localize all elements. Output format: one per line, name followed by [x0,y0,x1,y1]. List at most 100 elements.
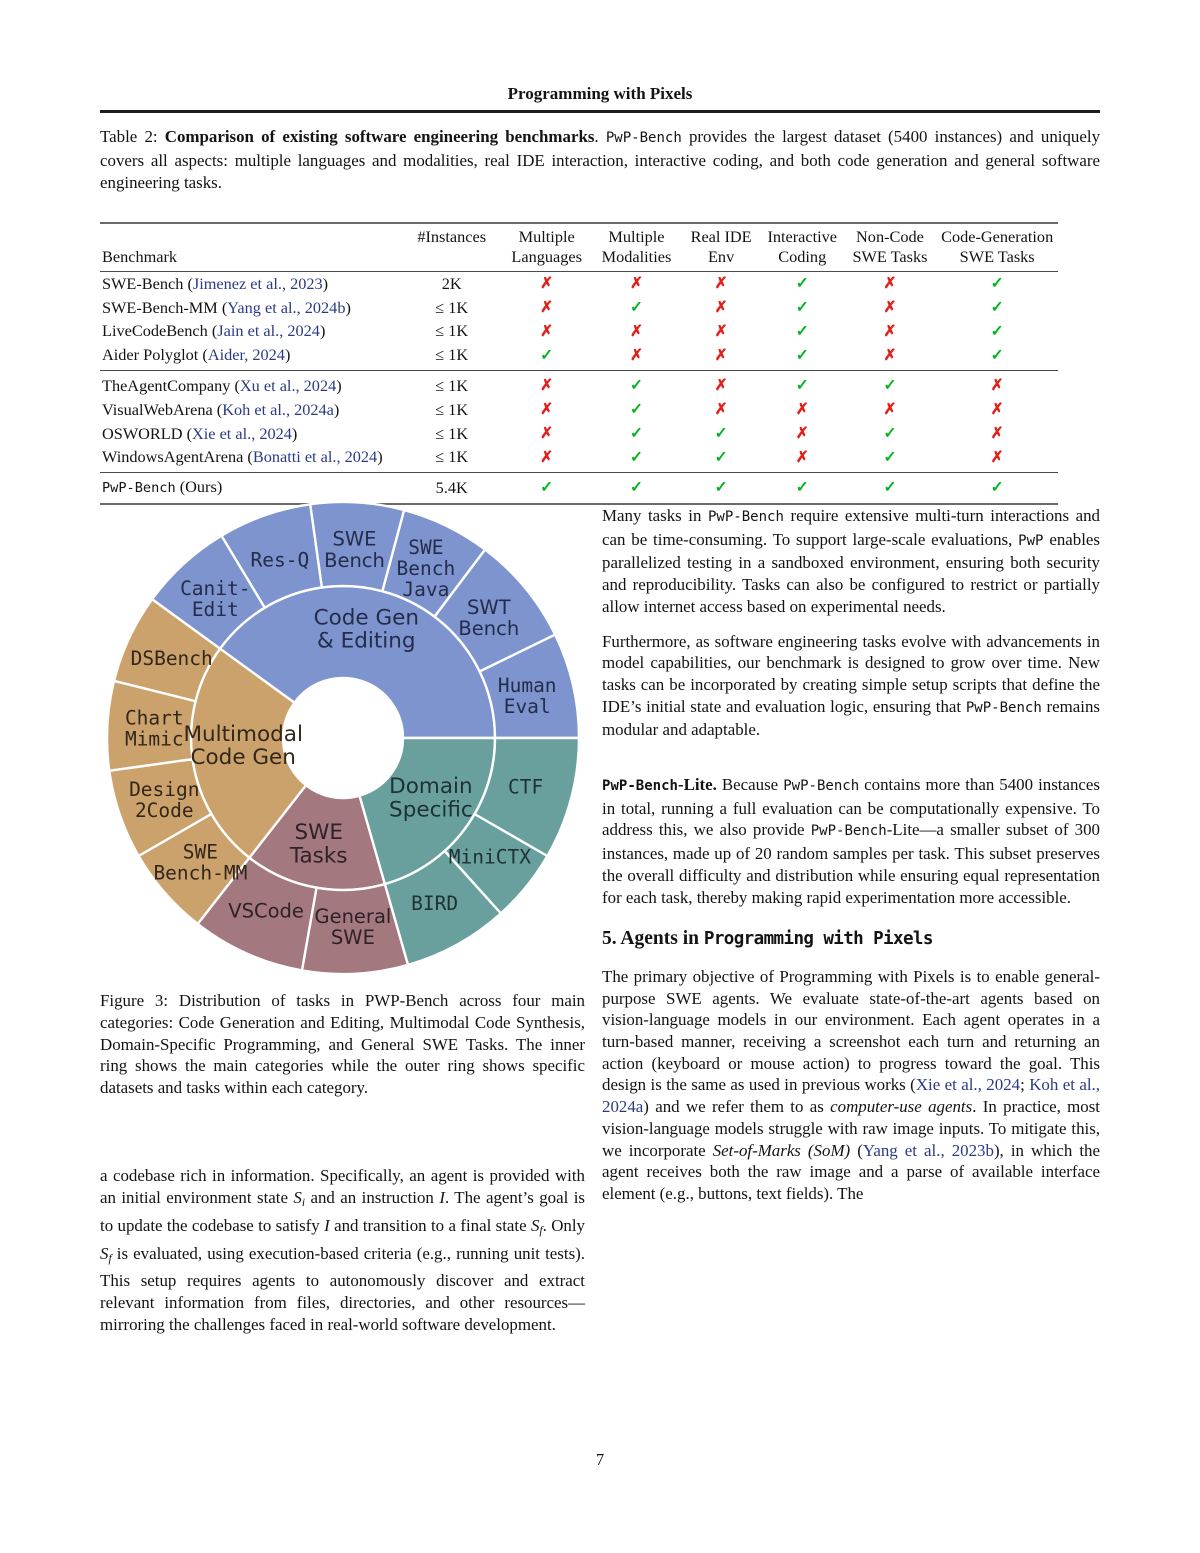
text-span: require extensive multi-turn interaction… [602,506,1100,549]
mark-cell: ✓ [592,296,682,320]
left-column: Human Eval SWT Bench SWE Bench Java SWE Bench Res… [100,498,585,1336]
citation-link[interactable]: Xie et al., 2024 [915,1075,1021,1095]
figure3-caption: Figure 3: Distribution of tasks in PWP-B… [100,990,585,1099]
text-span: provides the largest dataset (5400 insta… [100,127,1101,192]
text-span: S [100,1243,109,1263]
mark-cell: ✓ [681,472,761,504]
sunburst-label: CTF [507,776,542,799]
cross-icon: ✗ [629,275,643,293]
column-header: Interactive Coding [767,227,838,266]
sunburst-label: BIRD [411,892,458,915]
text-span: contains more than 5400 instances in tot… [602,775,1100,840]
text-span: . Only [542,1215,585,1235]
citation-link[interactable]: Yang et al., 2024b [227,297,346,317]
mark-cell: ✓ [843,472,937,504]
instances-cell: ≤ 1K [401,370,502,398]
cross-icon: ✗ [540,275,554,293]
check-icon: ✓ [990,322,1004,340]
citation-link[interactable]: Jimenez et al., 2023 [192,273,323,293]
mark-cell: ✗ [844,296,937,320]
check-icon: ✓ [629,425,643,443]
column-header: Code-Generation SWE Tasks [941,227,1054,266]
citation-link[interactable]: Xu et al., 2024 [239,375,337,395]
mark-cell: ✓ [502,344,592,371]
page-number: 7 [595,1450,605,1469]
paragraph-multiturn: Many tasks in PwP-Bench require extensiv… [602,505,1100,618]
citation-link[interactable]: Koh et al., 2024a [222,399,334,419]
mark-cell: ✓ [681,446,761,473]
citation-link[interactable]: Xie et al., 2024 [192,423,292,443]
mark-cell: ✗ [681,272,761,296]
text-span: Because [716,775,784,795]
header-rule [100,110,1100,113]
cross-icon: ✗ [629,346,643,364]
cross-icon: ✗ [540,425,554,443]
citation-link[interactable]: Yang et al., 2023b [862,1140,994,1160]
benchmark-name: OSWORLD [102,423,183,443]
text-span: and an instruction [305,1187,440,1207]
cross-icon: ✗ [540,299,554,317]
citation-link[interactable]: Bonatti et al., 2024 [252,447,378,467]
citation-link[interactable]: Koh et al., 2024a [602,1075,1100,1117]
benchmark-name: Aider Polyglot [102,345,199,365]
benchmark-name-cell: WindowsAgentArena (Bonatti et al., 2024) [102,447,383,467]
mark-cell: ✗ [681,344,761,371]
text-span: Furthermore, as software engineering tas… [602,631,1100,716]
mark-cell: ✗ [501,370,592,398]
benchmark-name-cell: LiveCodeBench (Jain et al., 2024) [102,321,326,341]
cross-icon: ✗ [795,448,809,466]
table-row: SWE-Bench (Jimenez et al., 2023) 2K ✗ ✗ ✗ ✓ ✗ ✓ [100,272,1058,296]
table-header: Benchmark #Instances Multiple Languages Mul… [100,223,1058,272]
table-row: SWE-Bench-MM (Yang et al., 2024b) ≤ 1K ✗ ✓ ✗… [100,296,1058,320]
check-icon: ✓ [629,479,643,497]
text-span: f [539,1224,543,1237]
column-header-benchmark: Benchmark [102,247,178,266]
sunburst-label: Res-Q [250,549,309,572]
benchmark-name-cell: PwP-Bench (Ours) [100,472,402,504]
sunburst-label: General SWE [314,905,391,949]
instances-cell: ≤ 1K [435,345,469,365]
mark-cell: ✗ [502,320,592,344]
sunburst-label: SWE Bench-MM [153,840,247,884]
check-icon: ✓ [795,322,809,340]
cross-icon: ✗ [883,346,897,364]
cross-icon: ✗ [883,401,897,419]
instances-cell: 2K [441,273,462,293]
mark-cell: ✗ [844,320,937,344]
benchmark-name: VisualWebArena [102,399,213,419]
mark-cell: ✗ [592,344,682,371]
citation-link[interactable]: Jain et al., 2024 [217,321,320,341]
text-span: is evaluated, using execution-based crit… [100,1243,585,1334]
check-icon: ✓ [795,479,809,497]
mark-cell: ✗ [844,344,937,371]
mark-cell: ✗ [936,370,1058,398]
mark-cell: ✓ [591,370,682,398]
table-row: PwP-Bench (Ours) 5.4K ✓ ✓ ✓ ✓ ✓ ✓ [100,472,1058,504]
inline-code: PwP-Bench [602,778,678,795]
citation-link[interactable]: Aider, 2024 [207,345,285,365]
benchmark-name: SWE-Bench [102,273,184,293]
text-span: ( [850,1140,863,1160]
check-icon: ✓ [540,346,554,364]
text-span: Programming with Pixels [703,929,934,950]
benchmark-name-cell: TheAgentCompany (Xu et al., 2024) [100,370,402,398]
mark-cell: ✓ [592,422,682,446]
check-icon: ✓ [883,479,897,497]
column-header: Non-Code SWE Tasks [852,227,928,266]
table: Benchmark #Instances Multiple Languages Mul… [100,222,1058,505]
cross-icon: ✗ [629,322,643,340]
text-span: S [293,1187,302,1207]
instances-cell: 5.4K [401,472,502,504]
table-row: WindowsAgentArena (Bonatti et al., 2024)… [100,446,1058,473]
sunburst-label: Domain Specific [389,774,473,822]
mark-cell: ✗ [761,398,844,422]
inline-code: PwP-Bench [783,778,860,795]
check-icon: ✓ [990,479,1004,497]
text-span: Figure 3: Distribution of tasks in PWP-B… [100,991,585,1098]
benchmark-name: PwP-Bench [102,480,176,497]
sunburst-label: MiniCTX [448,846,530,869]
check-icon: ✓ [629,299,643,317]
sunburst-label: Design 2Code [129,778,199,822]
benchmark-comparison-table: Benchmark #Instances Multiple Languages Mul… [100,222,1058,505]
